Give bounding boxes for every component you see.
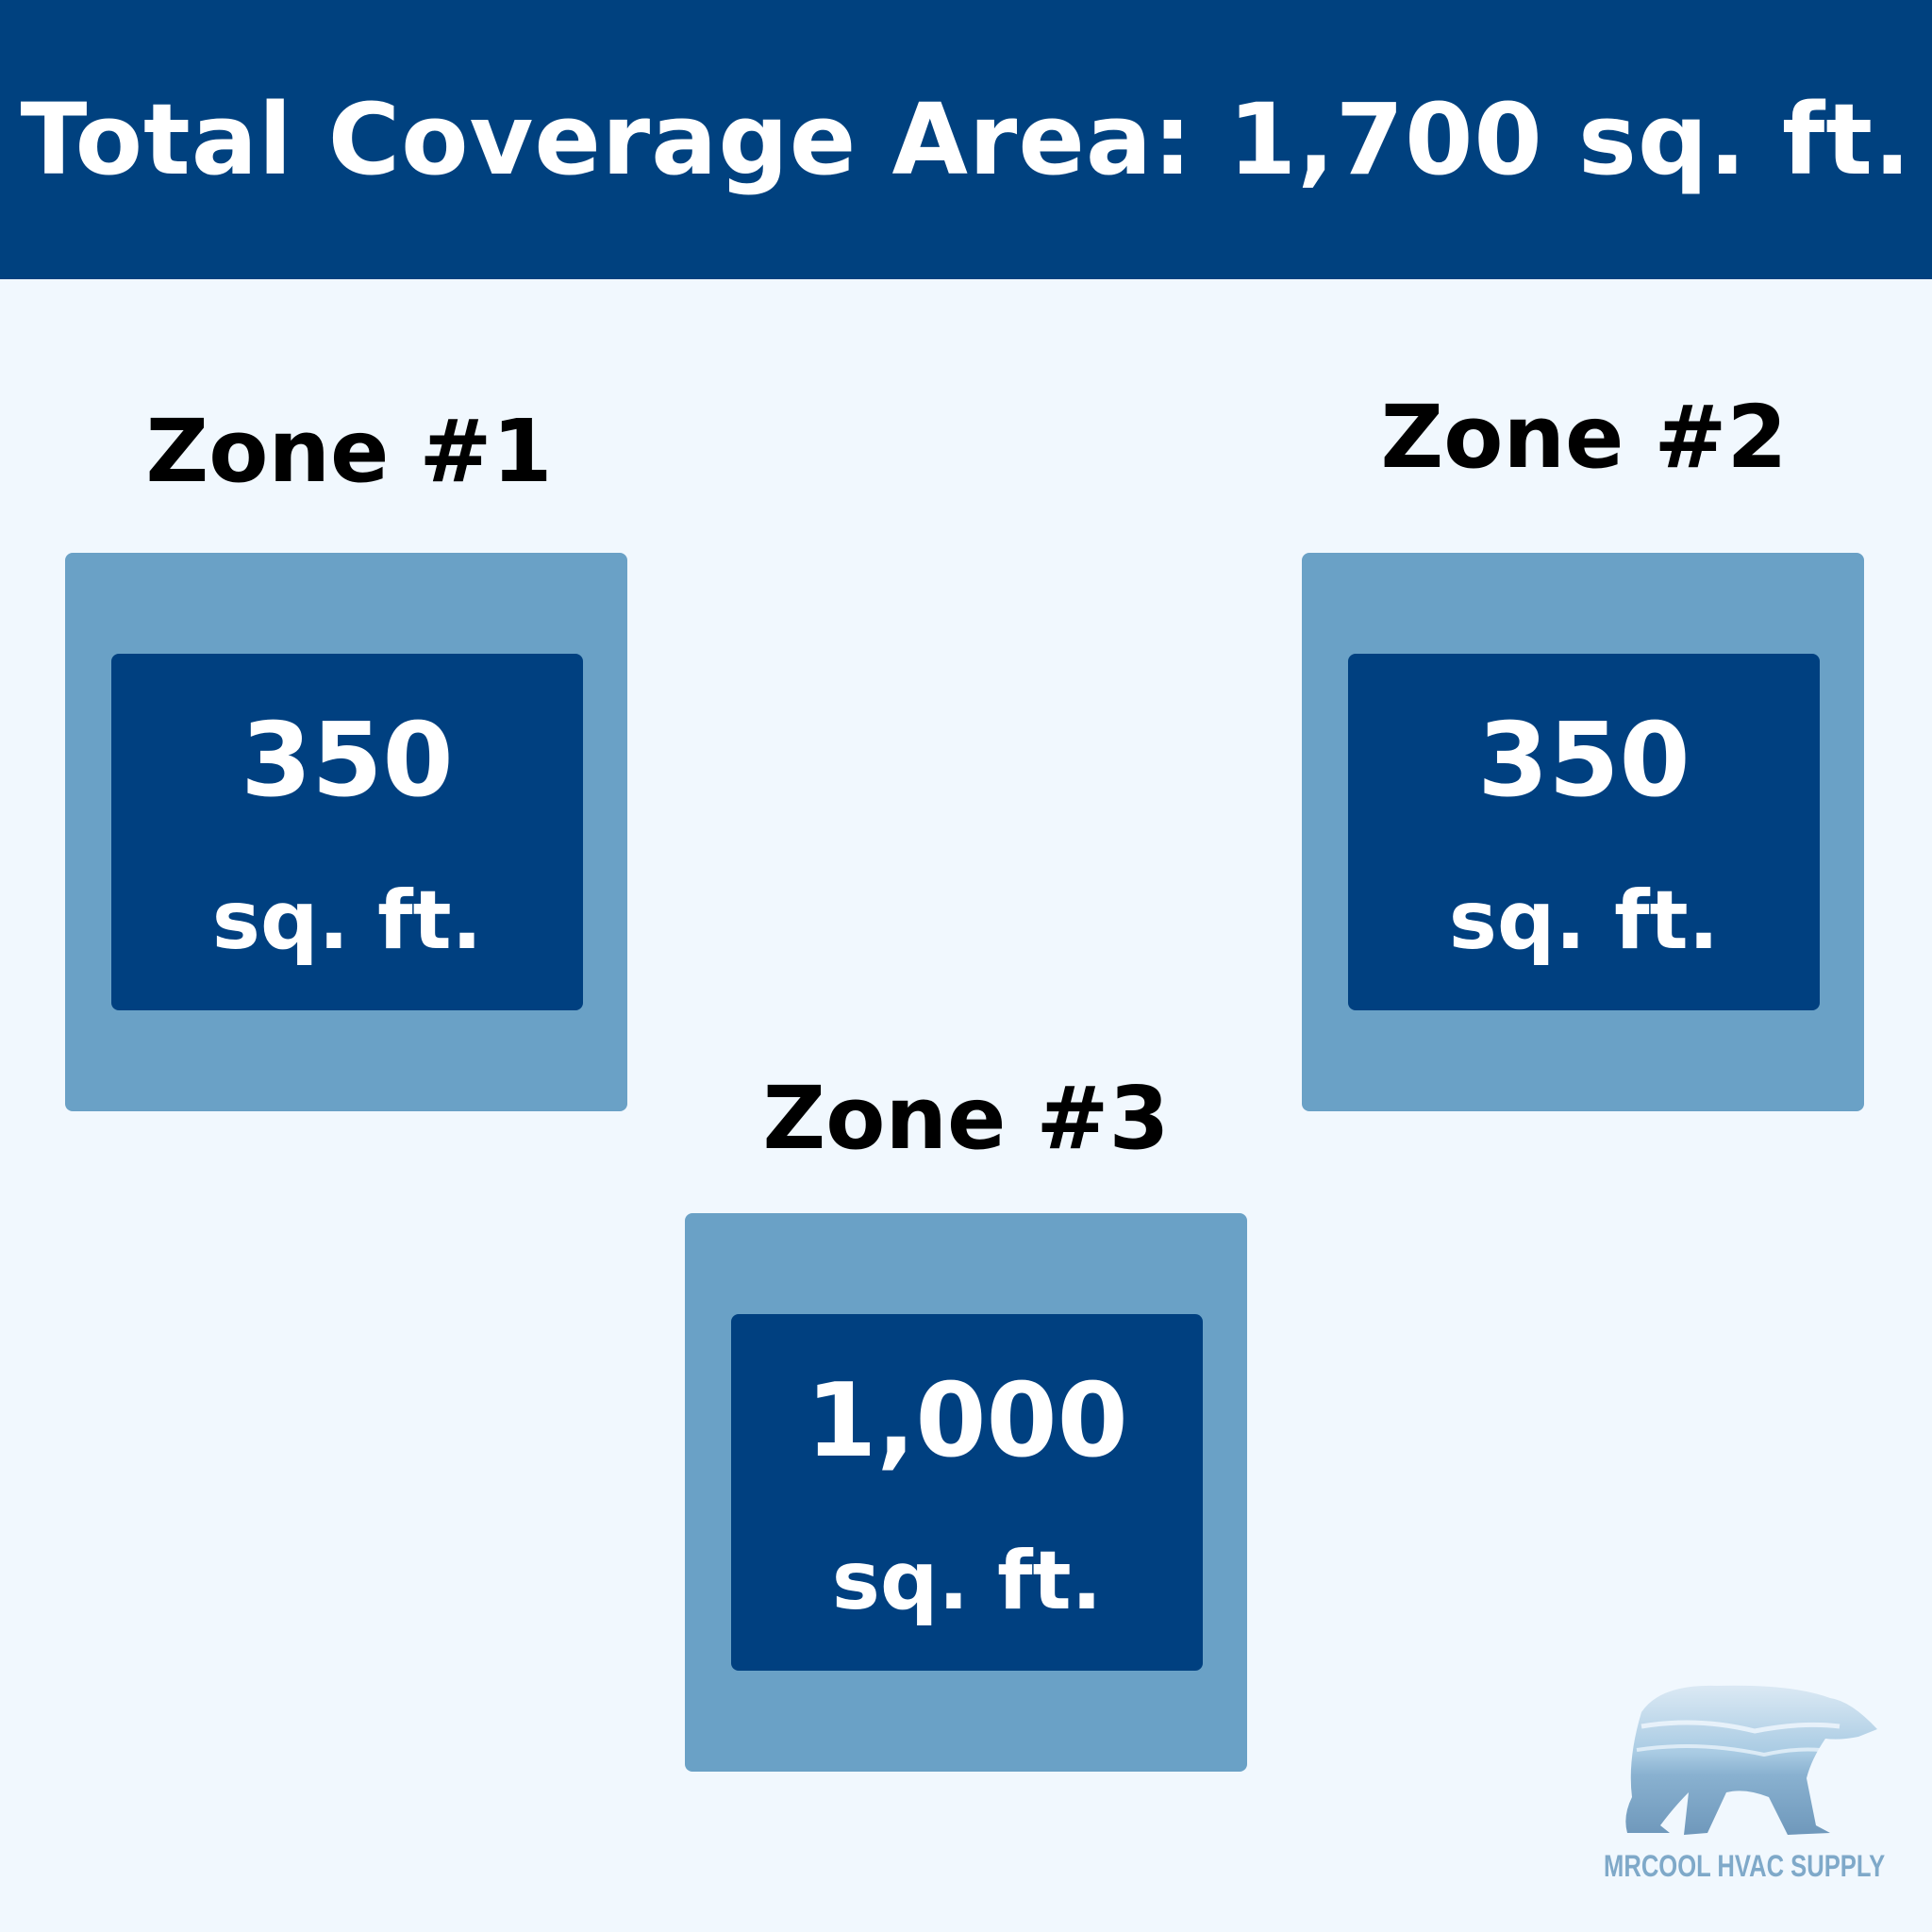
zone-2-label: Zone #2: [1380, 387, 1788, 488]
zone-3-area-panel: 1,000 sq. ft.: [731, 1314, 1203, 1671]
page-title: Total Coverage Area: 1,700 sq. ft.: [20, 82, 1912, 197]
zone-2-value: 350: [1477, 702, 1690, 820]
zone-1-value: 350: [241, 702, 454, 820]
logo-text: MRCOOL HVAC SUPPLY: [1604, 1849, 1886, 1883]
zone-1-area-panel: 350 sq. ft.: [111, 654, 583, 1010]
zone-2-unit: sq. ft.: [1448, 874, 1720, 968]
zone-3-box: 1,000 sq. ft.: [685, 1213, 1247, 1772]
zone-2-box: 350 sq. ft.: [1302, 553, 1864, 1111]
zone-3-unit: sq. ft.: [831, 1534, 1103, 1628]
zone-1-unit: sq. ft.: [211, 874, 483, 968]
brand-logo: MRCOOL HVAC SUPPLY: [1604, 1674, 1887, 1891]
zone-1-label: Zone #1: [145, 401, 553, 502]
header-banner: Total Coverage Area: 1,700 sq. ft.: [0, 0, 1932, 279]
zone-3-value: 1,000: [806, 1362, 1128, 1480]
zone-2-area-panel: 350 sq. ft.: [1348, 654, 1820, 1010]
zone-1-box: 350 sq. ft.: [65, 553, 627, 1111]
zone-3-label: Zone #3: [762, 1068, 1170, 1169]
polar-bear-icon: [1625, 1685, 1877, 1835]
